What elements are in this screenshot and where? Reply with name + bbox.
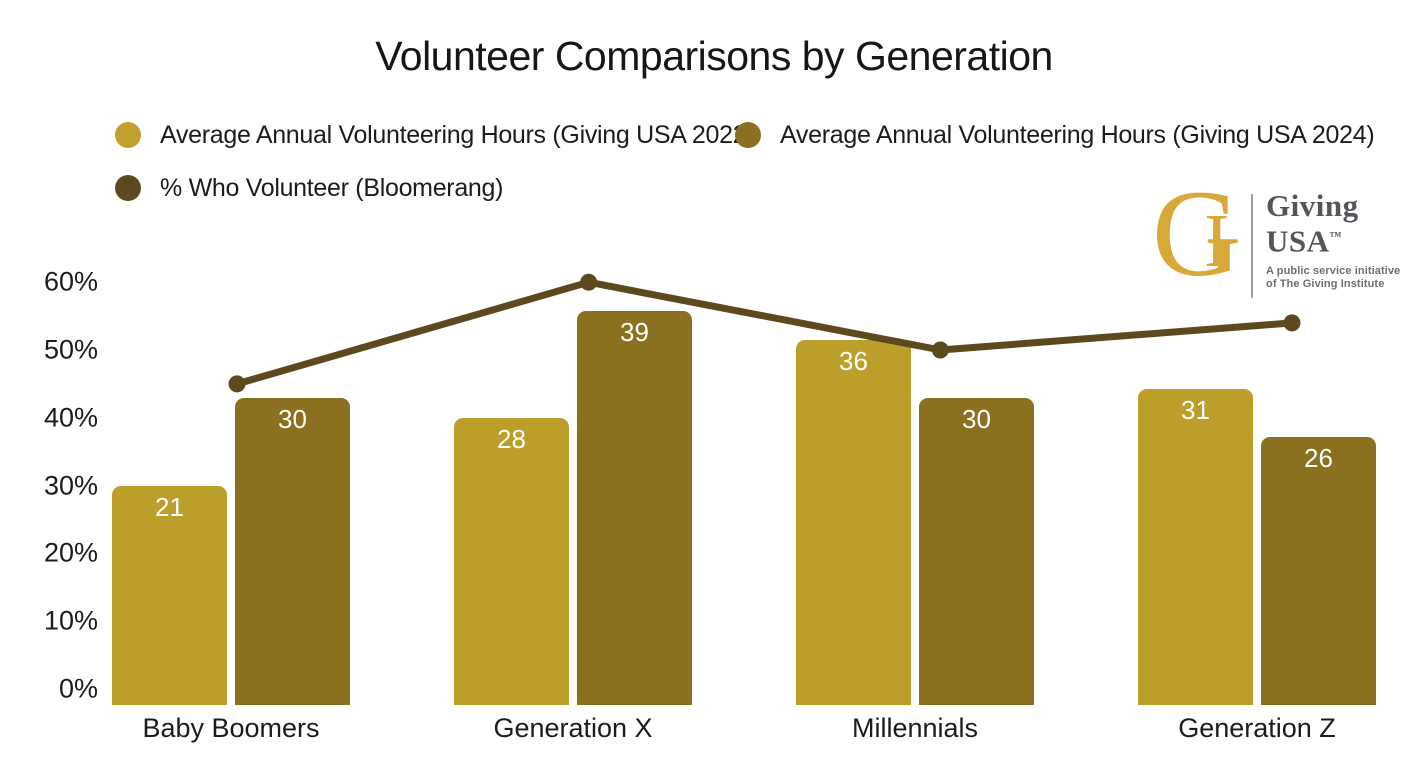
legend-item-hours-2024: Average Annual Volunteering Hours (Givin… (735, 120, 1375, 149)
bar-value-label: 28 (497, 423, 526, 454)
logo-text: Giving USA™ A public service initiative … (1266, 190, 1400, 291)
logo-divider (1251, 194, 1253, 298)
monogram-i: I (1204, 199, 1230, 283)
bar-2022-millennials: 36 (796, 340, 911, 705)
x-axis-category-label: Baby Boomers (142, 713, 320, 743)
y-axis-tick-label: 30% (43, 470, 98, 501)
bar-value-label: 30 (962, 404, 991, 435)
legend-label: Average Annual Volunteering Hours (Givin… (780, 120, 1375, 149)
bar-2024-baby-boomers: 30 (235, 398, 350, 705)
legend-label: Average Annual Volunteering Hours (Givin… (160, 120, 755, 149)
y-axis-tick-label: 60% (43, 266, 98, 297)
logo-tagline: A public service initiative of The Givin… (1266, 265, 1401, 291)
legend-item-pct-volunteer: % Who Volunteer (Bloomerang) (115, 174, 503, 202)
line-point-marker (1283, 314, 1301, 332)
bar-2022-baby-boomers: 21 (112, 485, 227, 705)
legend-dot-2022-icon (115, 122, 141, 148)
bar-2022-generation-x: 28 (454, 417, 569, 705)
line-point-marker (931, 341, 949, 359)
y-axis-tick-label: 40% (43, 402, 98, 433)
legend-dot-2024-icon (735, 122, 761, 148)
bar-value-label: 39 (620, 317, 649, 348)
y-axis-tick-label: 0% (58, 673, 98, 704)
x-axis-category-label: Generation Z (1178, 713, 1336, 743)
logo-wordmark: Giving USA™ (1266, 188, 1359, 259)
trademark-symbol: ™ (1329, 229, 1342, 243)
y-axis-tick-label: 50% (43, 334, 98, 365)
legend-dot-volunteer-icon (115, 175, 141, 201)
y-axis-tick-label: 20% (43, 537, 98, 568)
bar-value-label: 36 (839, 346, 868, 377)
bar-2024-millennials: 30 (919, 398, 1034, 705)
line-point-marker (580, 273, 598, 291)
trend-line (233, 278, 1296, 388)
bar-value-label: 26 (1304, 443, 1333, 474)
bar-2024-generation-x: 39 (577, 311, 692, 705)
chart-title: Volunteer Comparisons by Generation (375, 33, 1053, 79)
legend-label: % Who Volunteer (Bloomerang) (160, 173, 504, 202)
bar-2024-generation-z: 26 (1261, 437, 1376, 705)
bar-value-label: 31 (1181, 394, 1210, 425)
legend-item-hours-2022: Average Annual Volunteering Hours (Givin… (115, 120, 755, 149)
bar-2022-generation-z: 31 (1138, 388, 1253, 705)
x-axis-category-label: Millennials (851, 713, 979, 743)
giving-usa-logo: G I Giving USA™ A public service initiat… (1152, 172, 1422, 306)
line-point-marker (228, 375, 246, 393)
y-axis-tick-label: 10% (43, 605, 98, 636)
giving-institute-monogram-icon: G I (1152, 172, 1244, 298)
bar-value-label: 30 (278, 404, 307, 435)
bar-value-label: 21 (155, 491, 184, 522)
x-axis-category-label: Generation X (493, 713, 653, 743)
monogram-g: G (1152, 165, 1242, 302)
